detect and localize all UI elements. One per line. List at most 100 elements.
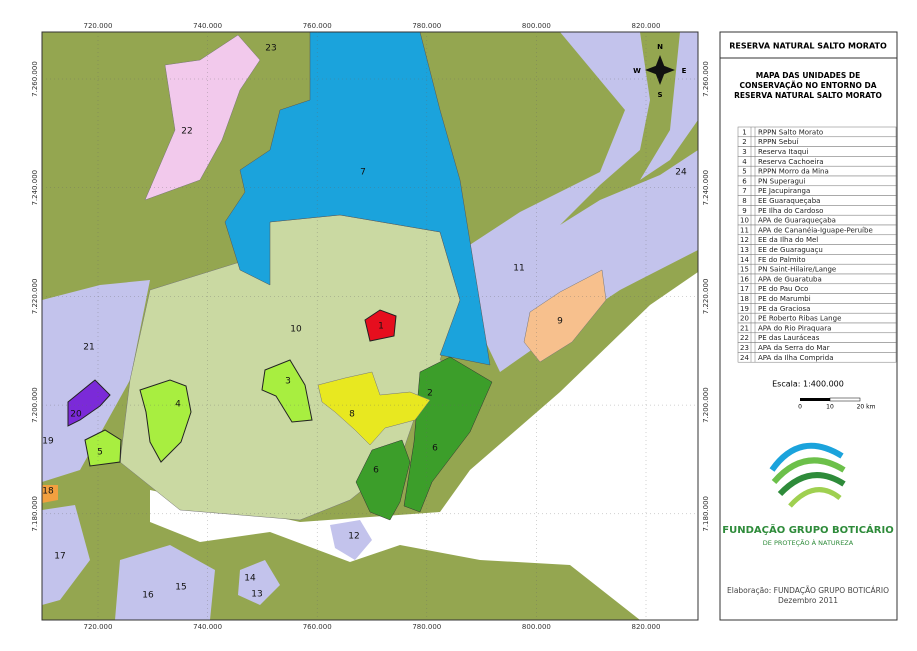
region-17 [42, 505, 90, 605]
legend-number: 20 [740, 315, 749, 323]
compass-letter: E [682, 67, 687, 75]
scale-bar [800, 398, 830, 401]
legend-name: FE do Palmito [758, 256, 806, 264]
region-label: 24 [675, 168, 687, 178]
x-coord-label: 820.000 [632, 623, 661, 631]
map-frame [41, 31, 699, 621]
x-coord-label: 740.000 [193, 623, 222, 631]
legend-name: PE Roberto Ribas Lange [758, 315, 841, 323]
panel-subtitle: RESERVA NATURAL SALTO MORATO [734, 91, 882, 100]
y-coord-label: 7.240.000 [702, 170, 710, 206]
panel-title: RESERVA NATURAL SALTO MORATO [729, 42, 887, 51]
region-3 [261, 359, 313, 423]
legend-number: 12 [740, 236, 749, 244]
legend-name: EE da Ilha do Mel [758, 236, 818, 244]
legend-name: PN Saint-Hilaire/Lange [758, 266, 836, 274]
region-label: 4 [175, 400, 181, 410]
x-coord-label: 800.000 [522, 22, 551, 30]
y-coord-label: 7.180.000 [702, 496, 710, 532]
region-label: 6 [373, 466, 379, 476]
legend-name: APA da Serra do Mar [758, 344, 830, 352]
legend-number: 11 [740, 226, 749, 234]
region-label: 7 [360, 168, 366, 178]
legend-number: 5 [742, 168, 746, 176]
legend-name: APA do Rio Piraquara [758, 324, 831, 332]
region-label: 5 [97, 448, 103, 458]
legend-number: 16 [740, 275, 749, 283]
legend-number: 4 [742, 158, 747, 166]
legend-number: 18 [740, 295, 749, 303]
scale-label: 0 [798, 404, 802, 411]
x-coord-label: 800.000 [522, 623, 551, 631]
legend-name: APA da Ilha Comprida [758, 354, 833, 362]
logo-tagline: DE PROTEÇÃO À NATUREZA [763, 538, 854, 547]
legend-name: RPPN Morro da Mina [758, 168, 829, 176]
legend-name: PE Jacupiranga [758, 187, 810, 195]
region-label: 13 [251, 590, 262, 600]
scale-bar [829, 397, 861, 402]
region-strip [560, 32, 698, 225]
y-coord-label: 7.260.000 [31, 61, 39, 97]
x-coord-label: 780.000 [412, 623, 441, 631]
compass-letter: S [657, 91, 662, 99]
legend-name: PE das Lauráceas [758, 334, 820, 342]
map-area [41, 31, 699, 621]
region-1 [364, 309, 397, 342]
y-coord-label: 7.200.000 [702, 387, 710, 423]
legend-name: Reserva Itaqui [758, 148, 808, 156]
legend-number: 2 [742, 138, 746, 146]
legend-name: PE do Marumbi [758, 295, 811, 303]
legend-name: Reserva Cachoeira [758, 158, 824, 166]
legend-number: 14 [740, 256, 749, 264]
region-18 [42, 485, 58, 503]
region-5 [84, 429, 122, 467]
region-label: 6 [432, 444, 438, 454]
legend-number: 6 [742, 177, 747, 185]
y-coord-label: 7.220.000 [702, 279, 710, 315]
legend-number: 9 [742, 207, 746, 215]
legend-number: 1 [742, 128, 746, 136]
region-label: 19 [42, 437, 54, 447]
credit: Elaboração: FUNDAÇÃO GRUPO BOTICÁRIO [727, 586, 889, 595]
compass-letter: N [657, 43, 663, 51]
x-coord-label: 720.000 [84, 22, 113, 30]
region-label: 12 [348, 532, 359, 542]
region-label: 1 [378, 322, 384, 332]
y-coord-label: 7.260.000 [702, 61, 710, 97]
legend-number: 13 [740, 246, 749, 254]
scale-text: Escala: 1:400.000 [772, 380, 844, 389]
legend-name: APA de Guaratuba [758, 275, 822, 283]
region-label: 23 [265, 44, 276, 54]
region-label: 17 [54, 552, 65, 562]
logo [769, 438, 846, 514]
region-16 [115, 545, 215, 620]
compass [645, 55, 675, 85]
legend-number: 17 [740, 285, 749, 293]
y-coord-label: 7.200.000 [31, 387, 39, 423]
legend-number: 21 [740, 324, 749, 332]
region-9 [523, 269, 607, 363]
legend-number: 8 [742, 197, 746, 205]
panel-subtitle: CONSERVAÇÃO NO ENTORNO DA [739, 81, 876, 90]
legend-number: 24 [740, 354, 749, 362]
x-coord-label: 760.000 [303, 22, 332, 30]
y-coord-label: 7.180.000 [31, 496, 39, 532]
date: Dezembro 2011 [778, 596, 838, 605]
region-8 [317, 371, 431, 446]
legend-number: 22 [740, 334, 749, 342]
region-label: 14 [244, 574, 256, 584]
y-coord-label: 7.220.000 [31, 279, 39, 315]
region-label: 3 [285, 377, 291, 387]
region-label: 11 [513, 264, 524, 274]
region-24 [640, 32, 698, 180]
legend-number: 19 [740, 305, 749, 313]
legend-name: PE do Pau Oco [758, 285, 808, 293]
region-22 [144, 34, 261, 201]
region-label: 15 [175, 583, 186, 593]
y-coord-label: 7.240.000 [31, 170, 39, 206]
region-12 [330, 520, 372, 560]
scale-label: 20 km [857, 404, 876, 411]
panel-subtitle: MAPA DAS UNIDADES DE [756, 71, 860, 80]
legend-name: APA de Cananéia-Iguape-Peruíbe [758, 226, 873, 234]
